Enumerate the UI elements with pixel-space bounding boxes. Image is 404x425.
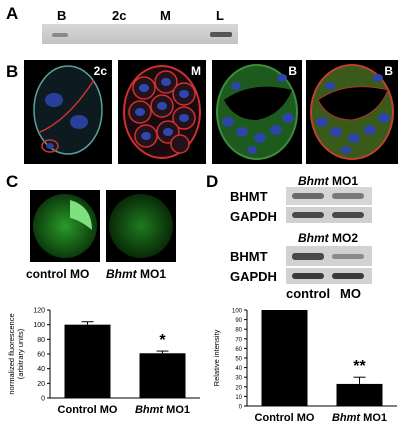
panel-d-label: D xyxy=(206,172,219,191)
panel-c-label: C xyxy=(6,172,19,191)
blot1-bhmt-strip xyxy=(286,187,372,205)
band-l xyxy=(210,32,232,37)
band xyxy=(292,212,324,218)
band xyxy=(332,273,364,279)
micrograph-m: M xyxy=(118,60,206,164)
chart-c-ytick-label-6: 120 xyxy=(33,308,45,315)
blot2-row-bhmt: BHMT xyxy=(230,249,268,264)
lane-label-l: L xyxy=(216,8,224,23)
mo1-embryo-image xyxy=(109,194,173,258)
chart-d-ytick-label-4: 40 xyxy=(235,366,242,372)
band xyxy=(292,193,324,199)
control-embryo-image xyxy=(33,194,97,258)
blot2-title-rest: MO2 xyxy=(328,231,359,245)
chart-d-category-label-1: Bhmt MO1 xyxy=(332,412,387,424)
chart-c-ytick-label-2: 40 xyxy=(37,366,45,373)
embryo-b2-image xyxy=(310,64,394,160)
embryo-b1-image xyxy=(216,64,298,160)
chart-c-ytick-label-3: 60 xyxy=(37,352,45,359)
chart-d-ytick-label-3: 30 xyxy=(235,376,242,382)
western-blot-strip-a xyxy=(42,24,238,44)
chart-d-category-label-0: Control MO xyxy=(255,412,315,424)
blot2-gapdh-strip xyxy=(286,268,372,284)
blot1-row-bhmt: BHMT xyxy=(230,189,268,204)
chart-d-ytick-label-5: 50 xyxy=(235,357,242,363)
band xyxy=(332,212,364,218)
caption-mo1-rest: MO1 xyxy=(136,267,167,281)
chart-d-category-label-rest-1: MO1 xyxy=(360,412,387,424)
band-b xyxy=(52,33,68,37)
caption-control-mo: control MO xyxy=(26,267,90,281)
micrograph-b2: B xyxy=(306,60,398,164)
chart-d-ytick-label-8: 80 xyxy=(235,328,242,334)
lane-label-2c: 2c xyxy=(112,8,127,23)
lane-label-b: B xyxy=(57,8,67,23)
band xyxy=(292,273,324,279)
chart-d-ytick-label-9: 90 xyxy=(235,318,242,324)
chart-c-category-label-rest-1: MO1 xyxy=(163,404,190,416)
blot1-title: Bhmt MO1 xyxy=(298,174,358,188)
chart-c-category-label-1: Bhmt MO1 xyxy=(135,404,190,416)
chart-d-ytick-label-2: 20 xyxy=(235,385,242,391)
lane-label-m: M xyxy=(160,8,171,23)
chart-d-ytick-label-0: 0 xyxy=(239,405,243,411)
fluorescence-control-image xyxy=(30,190,100,262)
chart-d-ytick-label-1: 10 xyxy=(235,395,242,401)
blot1-row-gapdh: GAPDH xyxy=(230,209,277,224)
chart-d-bar-1 xyxy=(336,383,383,406)
chart-c-ytick-label-5: 100 xyxy=(33,322,45,329)
blot2-title-italic: Bhmt xyxy=(298,231,329,245)
blot1-title-rest: MO1 xyxy=(328,174,359,188)
chart-d-category-label-italic-1: Bhmt xyxy=(332,412,361,424)
embryo-m-image xyxy=(123,65,201,159)
blot2-row-gapdh: GAPDH xyxy=(230,269,277,284)
chart-c-category-label-0: Control MO xyxy=(58,404,118,416)
chart-d-ylabel-line-0: Relative intensity xyxy=(212,329,221,386)
caption-bhmt-mo1: Bhmt MO1 xyxy=(106,267,166,281)
panel-a-label: A xyxy=(6,4,19,23)
caption-bhmt-italic: Bhmt xyxy=(106,267,137,281)
chart-c-bar-1 xyxy=(139,353,186,398)
chart-d-significance-0: ** xyxy=(353,358,366,375)
chart-c-significance-0: * xyxy=(159,332,166,349)
chart-c-ylabel-line-0: normalized fluorescence xyxy=(7,313,16,394)
micrograph-2c: 2c xyxy=(24,60,112,164)
blot2-title: Bhmt MO2 xyxy=(298,231,358,245)
chart-c-ytick-label-4: 80 xyxy=(37,337,45,344)
chart-panel-d: 0 10 20 30 40 50 60 70 80 90 100 Relative intensity… xyxy=(212,309,397,424)
micrograph-b2-tag: B xyxy=(384,64,393,78)
chart-d-bar-0 xyxy=(261,310,308,406)
embryo-2c-image xyxy=(33,65,103,155)
chart-c-ytick-label-0: 0 xyxy=(41,396,45,403)
blot2-bhmt-strip xyxy=(286,246,372,266)
fluorescence-mo1-image xyxy=(106,190,176,262)
chart-d-ytick-label-6: 60 xyxy=(235,347,242,353)
lane-label-mo: MO xyxy=(340,286,361,301)
lane-label-control: control xyxy=(286,286,331,301)
micrograph-b1: B xyxy=(212,60,302,164)
chart-c-bar-0 xyxy=(64,324,111,398)
blot1-title-italic: Bhmt xyxy=(298,174,329,188)
micrograph-b1-tag: B xyxy=(288,64,297,78)
blot1-gapdh-strip xyxy=(286,207,372,223)
band xyxy=(292,253,324,260)
chart-c-category-label-italic-1: Bhmt xyxy=(135,404,164,416)
chart-c-ylabel-line-1: (arbitrary units) xyxy=(16,328,25,379)
micrograph-m-tag: M xyxy=(191,64,201,78)
micrograph-2c-tag: 2c xyxy=(93,64,107,78)
chart-c-ytick-label-1: 20 xyxy=(37,381,45,388)
panel-b-label: B xyxy=(6,62,19,81)
band xyxy=(332,193,364,199)
chart-panel-c: 0 20 40 60 80 100 120 normalized fluorescence (a… xyxy=(7,308,200,416)
chart-d-ytick-label-7: 70 xyxy=(235,337,242,343)
chart-d-ytick-label-10: 100 xyxy=(232,309,243,315)
band xyxy=(332,254,364,259)
